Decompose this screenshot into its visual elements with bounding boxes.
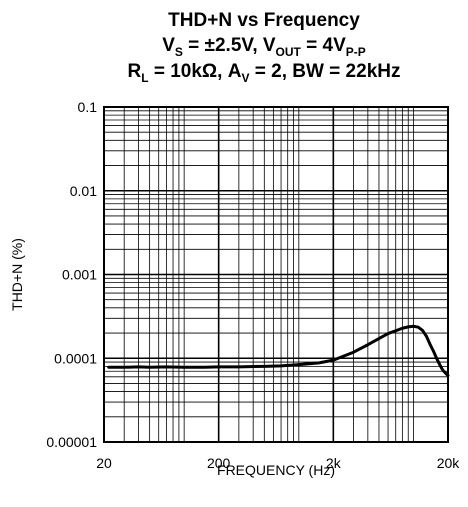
y-tick-label: 0.1 [78,99,98,115]
title-line: RL = 10kΩ, AV = 2, BW = 22kHz [128,61,401,85]
x-tick-label: 200 [207,455,231,471]
plot-frame [103,106,449,443]
y-tick-label: 0.00001 [46,434,97,450]
y-tick-label: 0.01 [70,183,97,199]
thd-n-series-line [107,324,450,378]
x-tick-label: 2k [326,455,342,471]
y-tick-labels: 0.1 0.01 0.001 0.0001 0.00001 [46,99,97,450]
title-line: VS = ±2.5V, VOUT = 4VP-P [162,35,366,59]
x-tick-label: 20k [437,455,461,471]
x-axis-label: FREQUENCY (Hz) [217,462,335,478]
y-tick-label: 0.0001 [54,350,97,366]
y-axis-label: THD+N (%) [9,238,25,311]
chart-title: THD+N vs Frequency VS = ±2.5V, VOUT = 4VP… [128,10,401,85]
y-tick-label: 0.001 [62,267,97,283]
x-tick-label: 20 [96,455,112,471]
title-line: THD+N vs Frequency [168,10,360,31]
x-tick-labels: 20 200 2k 20k [96,455,460,471]
series-group [107,324,450,378]
grid-lines [104,107,448,442]
